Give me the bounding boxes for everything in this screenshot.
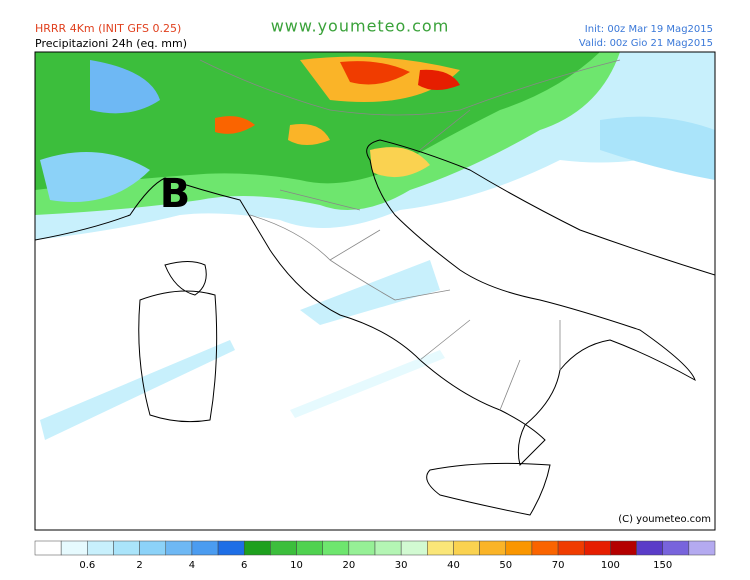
legend-swatch: [400, 540, 428, 556]
legend-swatch: [662, 540, 690, 556]
model-label: HRRR 4Km (INIT GFS 0.25): [35, 22, 181, 35]
valid-label: Valid: 00z Gio 21 Mag2015: [579, 38, 713, 49]
legend-label: 150: [653, 560, 672, 571]
legend-swatch: [453, 540, 480, 556]
legend-swatch: [531, 540, 559, 556]
map: B (C) youmeteo.com: [34, 51, 716, 531]
legend-swatch: [217, 540, 245, 556]
pressure-label: B: [160, 171, 191, 217]
legend-label: 4: [189, 560, 195, 571]
legend-label: 2: [136, 560, 142, 571]
legend-swatch: [60, 540, 88, 556]
legend-swatch: [322, 540, 350, 556]
legend-swatch: [374, 540, 402, 556]
legend-swatch: [636, 540, 663, 556]
legend-swatch: [191, 540, 219, 556]
legend-swatch: [557, 540, 585, 556]
site-label: www.youmeteo.com: [271, 17, 450, 36]
legend-label: 100: [601, 560, 620, 571]
map-frame: [34, 51, 716, 531]
legend-swatch: [505, 540, 533, 556]
legend-label: 6: [241, 560, 247, 571]
legend-swatch: [348, 540, 376, 556]
legend-label: 0.6: [79, 560, 95, 571]
color-legend: 0.6 2 4 6 10 20 30 40 50 70 100 150: [34, 540, 716, 571]
legend-label: 70: [552, 560, 565, 571]
legend-label: 50: [499, 560, 512, 571]
legend-swatch: [270, 540, 297, 556]
legend-swatch: [34, 540, 62, 556]
precipitation: [35, 52, 715, 440]
legend-swatch: [610, 540, 637, 556]
init-label: Init: 00z Mar 19 Mag2015: [585, 24, 713, 35]
region-borders: [199, 59, 621, 411]
legend-swatch: [139, 540, 167, 556]
legend-swatch: [479, 540, 507, 556]
legend-swatch: [87, 540, 114, 556]
legend-swatch: [427, 540, 454, 556]
field-label: Precipitazioni 24h (eq. mm): [35, 37, 187, 50]
legend-label: 10: [290, 560, 303, 571]
legend-swatch: [165, 540, 193, 556]
legend-swatch: [296, 540, 323, 556]
legend-label: 30: [395, 560, 408, 571]
coastlines: [35, 139, 715, 516]
legend-swatch: [688, 540, 716, 556]
legend-label: 20: [342, 560, 355, 571]
legend-label: 40: [447, 560, 460, 571]
legend-swatch: [243, 540, 271, 556]
copyright: (C) youmeteo.com: [618, 514, 711, 525]
legend-swatch: [113, 540, 140, 556]
legend-swatch: [583, 540, 611, 556]
